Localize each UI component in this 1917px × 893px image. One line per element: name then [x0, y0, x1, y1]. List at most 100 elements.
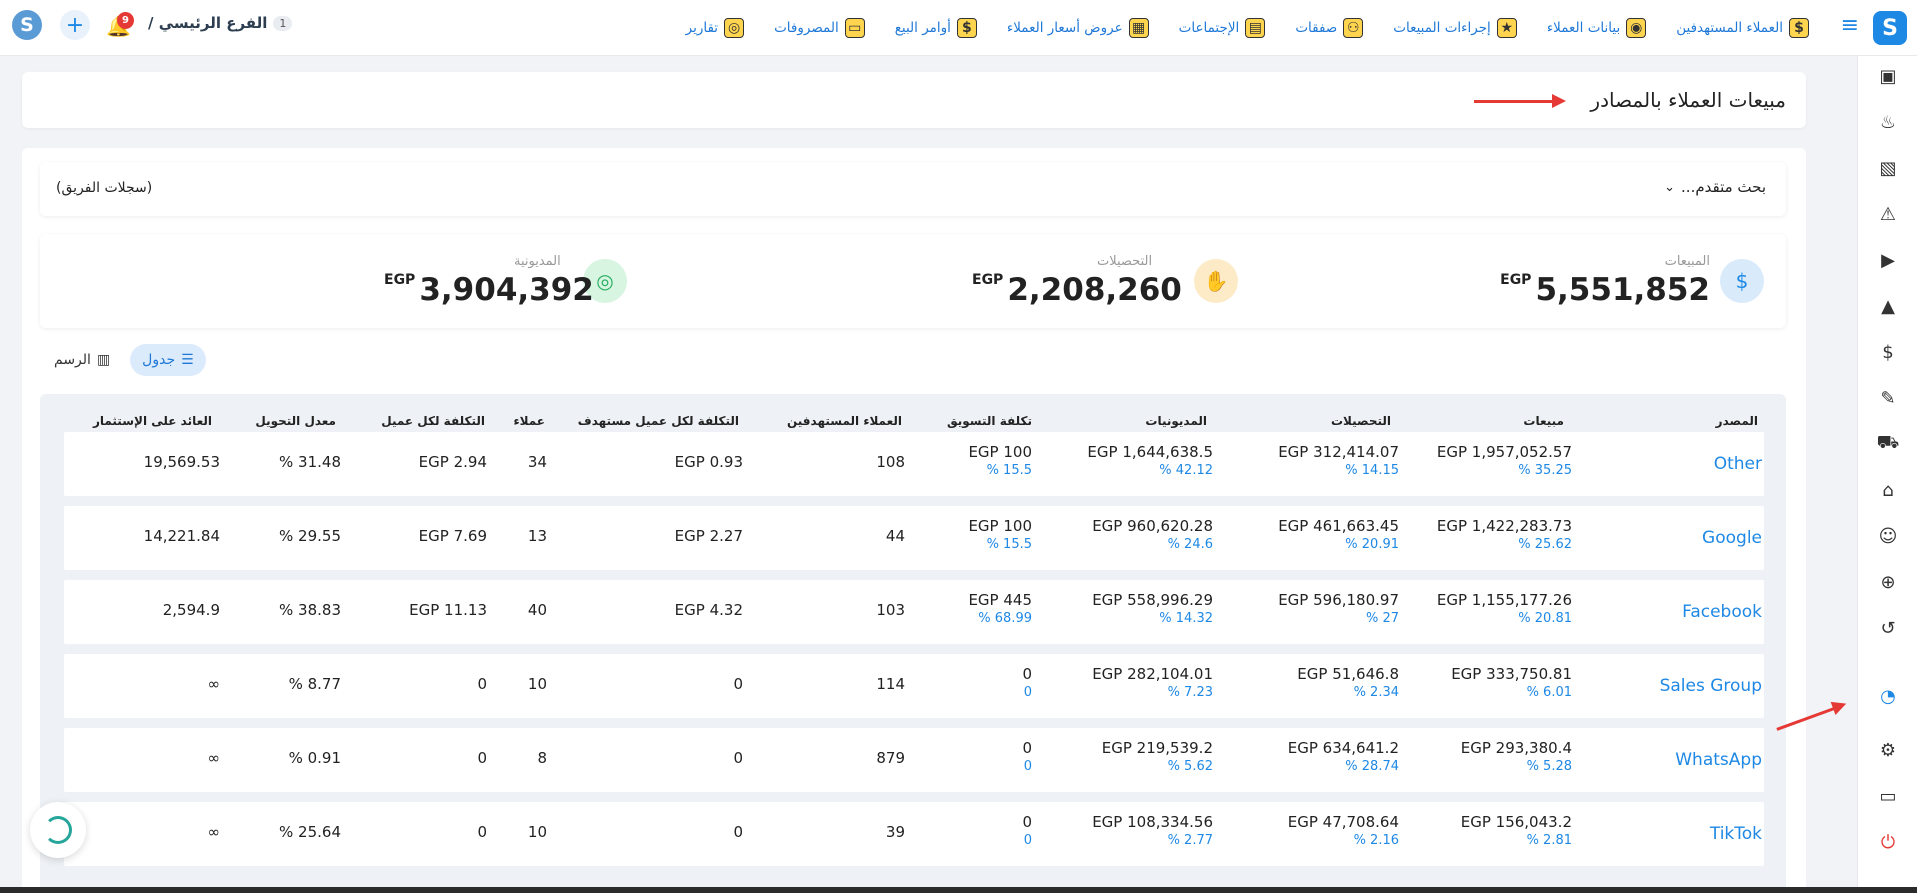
cell-value: 0	[477, 675, 487, 693]
sales-label: المبيعات	[1664, 254, 1710, 269]
secondary-logo[interactable]: S	[12, 10, 42, 40]
video-icon[interactable]: ▶	[1881, 249, 1895, 271]
cell-value: % 8.77	[288, 675, 341, 693]
nav-customer-data[interactable]: ◉ بيانات العملاء	[1547, 18, 1647, 38]
th-debts: المديونيات	[1145, 414, 1207, 428]
cell-value: ∞	[207, 823, 221, 841]
table-cell-sales: EGP 293,380.4 % 5.28	[1461, 738, 1572, 776]
truck-icon[interactable]: ⛟	[1876, 432, 1900, 453]
nav-expenses[interactable]: ▭ المصروفات	[774, 18, 865, 38]
chart-view-button[interactable]: ▥ الرسم	[42, 344, 122, 376]
window-icon[interactable]: ▭	[1879, 785, 1897, 807]
nav-sales-actions[interactable]: ★ إجراءات المبيعات	[1393, 18, 1517, 38]
table-cell-cpc: 0	[477, 822, 487, 842]
table-cell-cpt: EGP 0.93	[675, 452, 743, 472]
cell-value: EGP 4.32	[674, 601, 743, 619]
table-cell-conv: % 38.83	[279, 600, 341, 620]
debts-value: EGP 3,904,392	[384, 272, 594, 308]
table-cell-conv: % 31.48	[279, 452, 341, 472]
cell-value: % 31.48	[279, 453, 341, 471]
table-cell-sales: EGP 333,750.81 % 6.01	[1451, 664, 1572, 702]
cell-value: 114	[876, 675, 905, 693]
warehouse-icon[interactable]: ⌂	[1882, 479, 1894, 501]
page-header: مبيعات العملاء بالمصادر	[22, 72, 1806, 128]
advanced-search-bar[interactable]: بحث متقدم... ⌄ (سجلات الفريق)	[40, 162, 1786, 216]
cell-value: EGP 51,646.8	[1297, 665, 1399, 683]
refund-icon[interactable]: ↺	[1880, 617, 1896, 639]
cash-icon[interactable]: ▧	[1879, 157, 1897, 179]
view-toggle: ☰ جدول ▥ الرسم	[42, 344, 206, 376]
add-button[interactable]: +	[60, 10, 90, 40]
nav-sales-orders[interactable]: $ أوامر البيع	[895, 18, 977, 38]
top-bar: S ≡ $ العملاء المستهدفين ◉ بيانات العملا…	[0, 0, 1917, 56]
warning-icon[interactable]: ⚠	[1879, 203, 1897, 225]
summary-panel: $ المبيعات EGP 5,551,852 ✋ التحصيلات EGP 2…	[40, 234, 1786, 328]
cell-value: 0	[477, 823, 487, 841]
collections-amount: 2,208,260	[1007, 272, 1182, 308]
cell-value: 0	[1022, 813, 1032, 831]
cell-value: 108	[876, 453, 905, 471]
table-cell-cpc: EGP 7.69	[419, 526, 487, 546]
source-link[interactable]: Other	[1713, 454, 1762, 474]
table-cell-conv: % 25.64	[279, 822, 341, 842]
source-link[interactable]: TikTok	[1709, 824, 1762, 844]
chart-report-icon[interactable]: ◔	[1880, 685, 1896, 707]
table-cell-coll: EGP 596,180.97 % 27	[1278, 590, 1399, 628]
calendar-settings-icon[interactable]: ▣	[1879, 65, 1897, 87]
cell-value: 0	[477, 749, 487, 767]
table-row[interactable]: Other EGP 1,957,052.57 % 35.25 EGP 312,414.…	[64, 432, 1764, 496]
source-link[interactable]: Google	[1702, 528, 1762, 548]
source-link[interactable]: WhatsApp	[1675, 750, 1762, 770]
table-row[interactable]: Google EGP 1,422,283.73 % 25.62 EGP 461,663…	[64, 506, 1764, 570]
nav-deals[interactable]: ⚇ صفقات	[1295, 18, 1364, 38]
cell-percentage: % 20.91	[1345, 537, 1399, 552]
nav-reports[interactable]: ◎ تقارير	[686, 18, 745, 38]
collections-icon: ✋	[1194, 259, 1238, 303]
mountain-icon[interactable]: ▲	[1881, 295, 1895, 317]
branch-selector[interactable]: 1 الفرع الرئيسي /	[148, 14, 293, 32]
table-cell-debt: EGP 219,539.2 % 5.62	[1102, 738, 1213, 776]
table-cell-targeted: 879	[876, 748, 905, 768]
cell-value: 10	[527, 675, 547, 693]
debts-label: المديونية	[514, 254, 561, 269]
table-view-button[interactable]: ☰ جدول	[130, 344, 206, 376]
invoice-icon[interactable]: $	[1882, 341, 1894, 363]
cell-percentage: % 2.34	[1353, 685, 1399, 700]
gear-icon[interactable]: ⚙	[1879, 739, 1897, 761]
cell-percentage: % 35.25	[1518, 463, 1572, 478]
table-cell-debt: EGP 960,620.28 % 24.6	[1092, 516, 1213, 554]
signature-icon[interactable]: ✎	[1880, 387, 1896, 409]
source-link[interactable]: Sales Group	[1659, 676, 1762, 696]
cell-value: 0	[733, 823, 743, 841]
table-cell-cpt: EGP 2.27	[675, 526, 743, 546]
advanced-search-toggle[interactable]: بحث متقدم... ⌄	[1664, 178, 1766, 196]
table-cell-clients: 8	[537, 748, 547, 768]
cell-value: EGP 960,620.28	[1092, 517, 1213, 535]
cake-icon[interactable]: ♨	[1879, 111, 1897, 133]
table-row[interactable]: Sales Group EGP 333,750.81 % 6.01 EGP 51,64…	[64, 654, 1764, 718]
cell-value: 0	[733, 675, 743, 693]
org-chart-icon: ⚇	[1343, 18, 1364, 38]
th-cost-per-client: التكلفة لكل عميل	[381, 414, 485, 428]
sales-amount: 5,551,852	[1535, 272, 1710, 308]
cell-value: 2,594.9	[162, 601, 220, 619]
add-product-icon[interactable]: ⊕	[1880, 571, 1896, 593]
table-row[interactable]: TikTok EGP 156,043.2 % 2.81 EGP 47,708.64 % …	[64, 802, 1764, 866]
laptop-icon: ▭	[844, 18, 865, 38]
table-row[interactable]: WhatsApp EGP 293,380.4 % 5.28 EGP 634,641.2…	[64, 728, 1764, 792]
power-icon[interactable]: ⏻	[1880, 831, 1896, 853]
nav-quotes[interactable]: ▦ عروض أسعار العملاء	[1007, 18, 1149, 38]
nav-meetings[interactable]: ▤ الإجتماعات	[1179, 18, 1266, 38]
table-cell-coll: EGP 47,708.64 % 2.16	[1288, 812, 1399, 850]
app-logo[interactable]: S	[1873, 11, 1907, 45]
table-cell-targeted: 44	[886, 526, 905, 546]
menu-icon[interactable]: ≡	[1840, 13, 1859, 38]
cell-percentage: % 24.6	[1167, 537, 1213, 552]
cell-percentage: % 14.15	[1345, 463, 1399, 478]
table-row[interactable]: Facebook EGP 1,155,177.26 % 20.81 EGP 596,1…	[64, 580, 1764, 644]
nav-targeted-clients[interactable]: $ العملاء المستهدفين	[1676, 18, 1809, 38]
main-nav: $ العملاء المستهدفين ◉ بيانات العملاء ★ …	[656, 0, 1809, 56]
source-link[interactable]: Facebook	[1682, 602, 1762, 622]
cell-value: 0	[733, 749, 743, 767]
user-check-icon[interactable]: ☺	[1878, 525, 1898, 547]
